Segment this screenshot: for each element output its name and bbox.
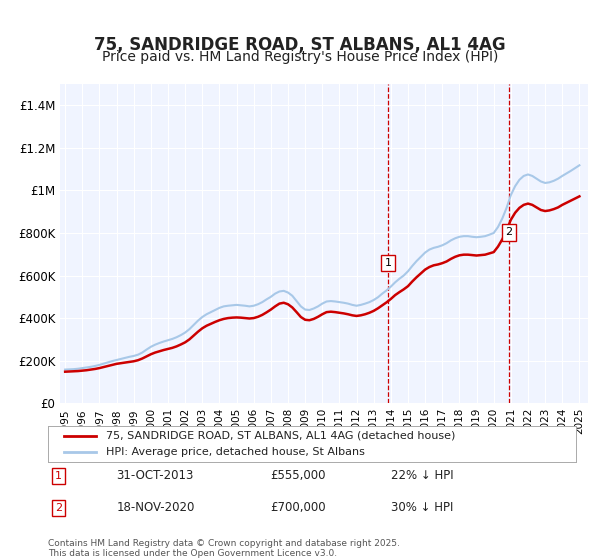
Text: £555,000: £555,000 bbox=[270, 469, 325, 482]
Text: 75, SANDRIDGE ROAD, ST ALBANS, AL1 4AG (detached house): 75, SANDRIDGE ROAD, ST ALBANS, AL1 4AG (… bbox=[106, 431, 455, 441]
Text: Price paid vs. HM Land Registry's House Price Index (HPI): Price paid vs. HM Land Registry's House … bbox=[102, 50, 498, 64]
Text: 18-NOV-2020: 18-NOV-2020 bbox=[116, 501, 195, 515]
Text: 75, SANDRIDGE ROAD, ST ALBANS, AL1 4AG: 75, SANDRIDGE ROAD, ST ALBANS, AL1 4AG bbox=[94, 36, 506, 54]
Text: 31-OCT-2013: 31-OCT-2013 bbox=[116, 469, 194, 482]
Text: 1: 1 bbox=[55, 471, 62, 481]
Text: Contains HM Land Registry data © Crown copyright and database right 2025.
This d: Contains HM Land Registry data © Crown c… bbox=[48, 539, 400, 558]
Text: 2: 2 bbox=[55, 503, 62, 513]
Text: 2: 2 bbox=[505, 227, 512, 237]
Text: HPI: Average price, detached house, St Albans: HPI: Average price, detached house, St A… bbox=[106, 447, 365, 457]
Text: 1: 1 bbox=[385, 258, 391, 268]
Text: 22% ↓ HPI: 22% ↓ HPI bbox=[391, 469, 454, 482]
Text: £700,000: £700,000 bbox=[270, 501, 325, 515]
Text: 30% ↓ HPI: 30% ↓ HPI bbox=[391, 501, 454, 515]
